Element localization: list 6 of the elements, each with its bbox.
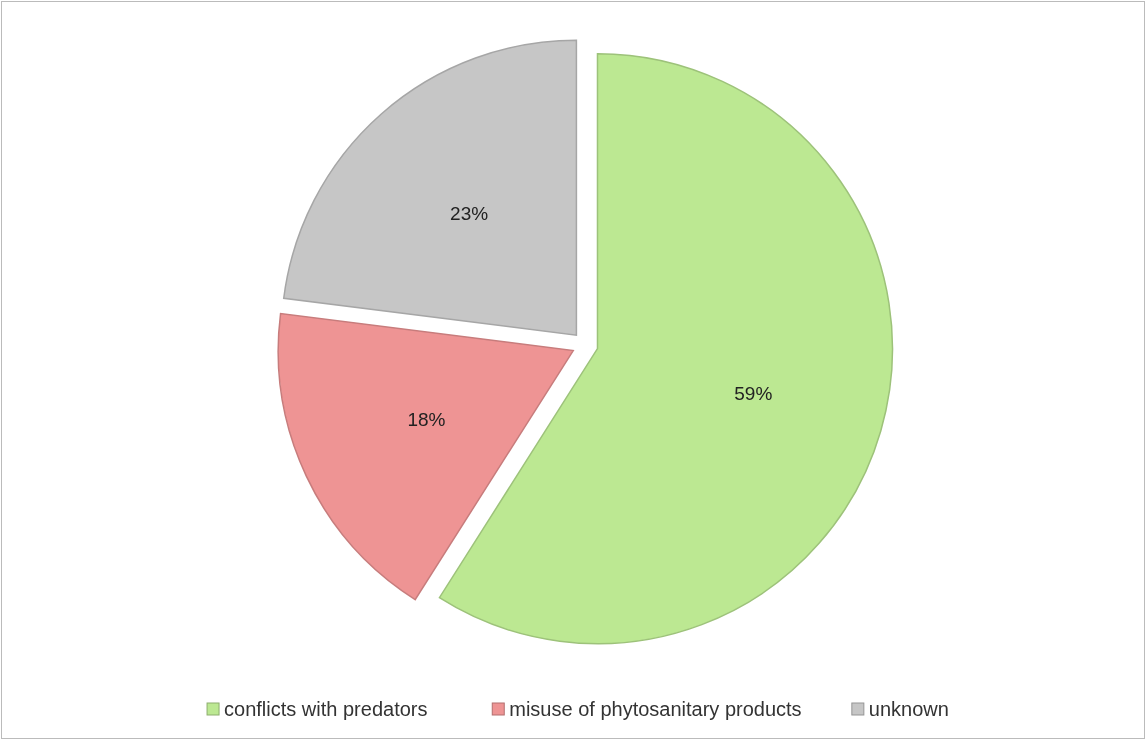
legend-label: conflicts with predators (224, 698, 428, 720)
legend-label: misuse of phytosanitary products (509, 698, 802, 720)
data-label: 23% (450, 203, 489, 225)
data-label: 18% (407, 409, 446, 431)
legend-label: unknown (868, 698, 949, 720)
data-label: 59% (734, 383, 773, 405)
